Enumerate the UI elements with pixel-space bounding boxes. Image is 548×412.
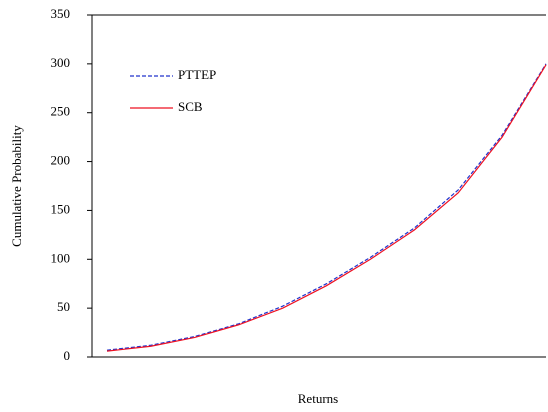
- y-axis-label: Cumulative Probability: [9, 125, 24, 247]
- series-line: [107, 64, 546, 350]
- chart: Returns Cumulative Probability 0 50 100 150…: [0, 0, 548, 412]
- y-tick-label: 350: [51, 6, 71, 21]
- y-tick-label: 250: [51, 104, 71, 119]
- legend-label: SCB: [178, 99, 203, 114]
- y-tick-label: 200: [51, 153, 71, 168]
- y-tick-label: 300: [51, 55, 71, 70]
- y-tick-label: 50: [57, 299, 70, 314]
- y-tick-label: 100: [51, 250, 71, 265]
- y-tick-label: 150: [51, 201, 71, 216]
- legend-label: PTTEP: [178, 67, 216, 82]
- x-axis-label: Returns: [298, 391, 338, 406]
- y-tick-label: 0: [64, 348, 71, 363]
